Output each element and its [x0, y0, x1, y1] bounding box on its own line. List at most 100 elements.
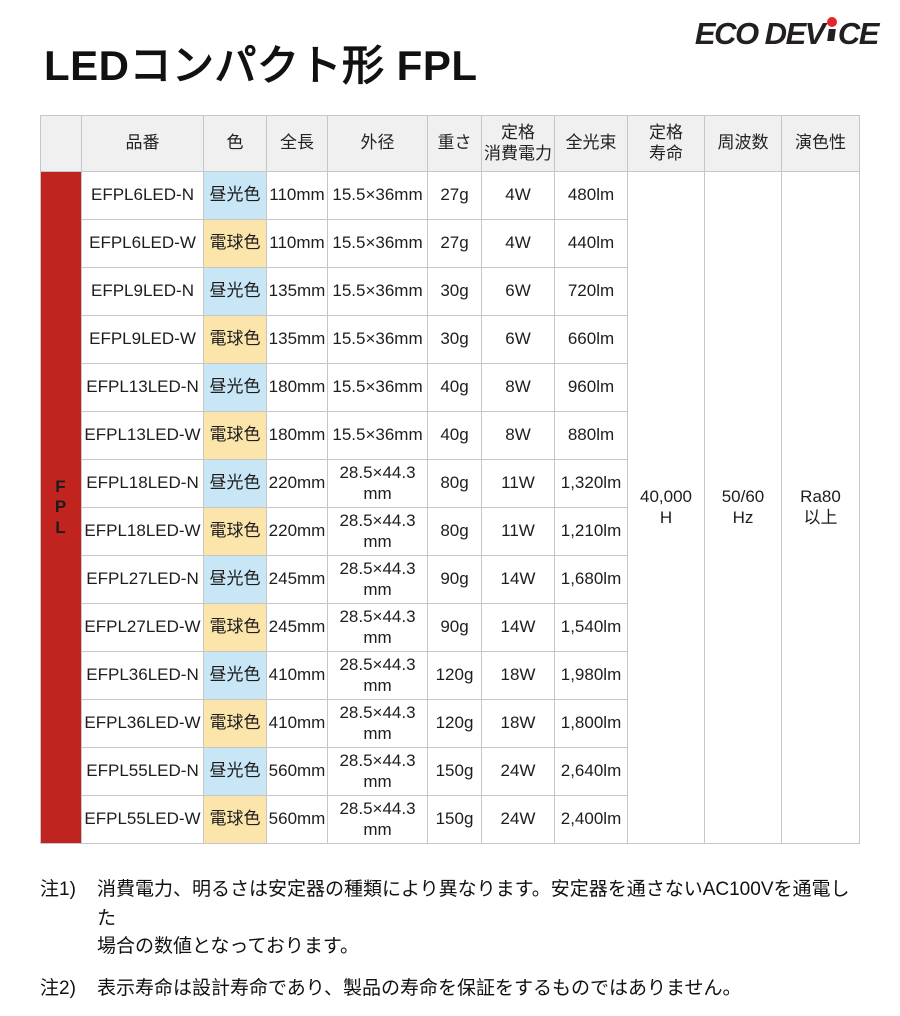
- cell-model: EFPL55LED-W: [81, 795, 204, 844]
- cell-model: EFPL13LED-N: [81, 363, 204, 412]
- cell-flux: 480lm: [554, 171, 628, 220]
- table-row: EFPL55LED-W 電球色 560mm 28.5×44.3 mm 150g 24W 2,…: [41, 795, 860, 844]
- cell-model: EFPL36LED-N: [81, 651, 204, 700]
- table-row: EFPL36LED-N 昼光色 410mm 28.5×44.3 mm 120g 18W 1,…: [41, 651, 860, 700]
- cell-power: 8W: [481, 411, 555, 460]
- cell-length: 220mm: [266, 507, 328, 556]
- cell-diameter: 15.5×36mm: [327, 411, 428, 460]
- footnote-prefix: 注2): [40, 977, 76, 999]
- cell-diameter: 28.5×44.3 mm: [327, 651, 428, 700]
- header-row: 品番 色 全長 外径 重さ 定格 消費電力 全光束 定格 寿命 周波数 演色性: [40, 115, 860, 172]
- col-header-life: 定格 寿命: [627, 115, 705, 172]
- col-header-weight: 重さ: [427, 115, 482, 172]
- cell-diameter: 15.5×36mm: [327, 219, 428, 268]
- cell-model: EFPL27LED-N: [81, 555, 204, 604]
- table-row: EFPL6LED-W 電球色 110mm 15.5×36mm 27g 4W 440lm: [41, 219, 860, 268]
- cell-model: EFPL36LED-W: [81, 699, 204, 748]
- col-header-model: 品番: [81, 115, 204, 172]
- cell-power: 14W: [481, 555, 555, 604]
- cell-weight: 30g: [427, 315, 482, 364]
- page-title: LEDコンパクト形 FPL: [44, 42, 478, 89]
- cell-flux: 1,320lm: [554, 459, 628, 508]
- cell-model: EFPL9LED-W: [81, 315, 204, 364]
- cell-weight: 40g: [427, 411, 482, 460]
- cell-model: EFPL27LED-W: [81, 603, 204, 652]
- cell-power: 4W: [481, 219, 555, 268]
- footnote-1: 注1) 消費電力、明るさは安定器の種類により異なります。安定器を通さないAC10…: [40, 876, 868, 962]
- cell-color: 電球色: [203, 507, 267, 556]
- logo-red-dot-icon: [826, 17, 837, 27]
- cell-flux: 1,800lm: [554, 699, 628, 748]
- col-header-flux: 全光束: [554, 115, 628, 172]
- cell-flux: 2,640lm: [554, 747, 628, 796]
- col-header-color: 色: [203, 115, 267, 172]
- cell-length: 220mm: [266, 459, 328, 508]
- col-header-length: 全長: [266, 115, 328, 172]
- cell-diameter: 28.5×44.3 mm: [327, 747, 428, 796]
- footnote-text: 表示寿命は設計寿命であり、製品の寿命を保証をするものではありません。: [97, 977, 742, 999]
- cell-color-rendering: Ra80 以上: [781, 171, 860, 844]
- cell-color: 電球色: [203, 411, 267, 460]
- cell-length: 110mm: [266, 219, 328, 268]
- cell-length: 180mm: [266, 363, 328, 412]
- cell-model: EFPL18LED-W: [81, 507, 204, 556]
- cell-length: 135mm: [266, 267, 328, 316]
- cell-color: 電球色: [203, 219, 267, 268]
- cell-diameter: 15.5×36mm: [327, 363, 428, 412]
- cell-diameter: 28.5×44.3 mm: [327, 699, 428, 748]
- spec-table: 品番 色 全長 外径 重さ 定格 消費電力 全光束 定格 寿命 周波数 演色性 …: [40, 115, 860, 844]
- spec-table-body: F P L EFPL6LED-N 昼光色 110mm 15.5×36mm 27g 4W 480…: [40, 171, 860, 844]
- cell-diameter: 28.5×44.3 mm: [327, 507, 428, 556]
- cell-flux: 660lm: [554, 315, 628, 364]
- cell-model: EFPL6LED-N: [81, 171, 204, 220]
- cell-model: EFPL9LED-N: [81, 267, 204, 316]
- fpl-side-label: F P L: [40, 171, 82, 844]
- cell-color: 電球色: [203, 315, 267, 364]
- cell-length: 245mm: [266, 603, 328, 652]
- cell-diameter: 28.5×44.3 mm: [327, 795, 428, 844]
- cell-diameter: 15.5×36mm: [327, 315, 428, 364]
- cell-length: 410mm: [266, 651, 328, 700]
- cell-model: EFPL18LED-N: [81, 459, 204, 508]
- cell-weight: 80g: [427, 459, 482, 508]
- col-header-frequency: 周波数: [704, 115, 782, 172]
- cell-weight: 150g: [427, 795, 482, 844]
- logo-i-glyph: [825, 16, 837, 41]
- table-row: EFPL13LED-W 電球色 180mm 15.5×36mm 40g 8W 880lm: [41, 411, 860, 460]
- cell-model: EFPL13LED-W: [81, 411, 204, 460]
- corner-cell: [40, 115, 82, 172]
- cell-model: EFPL6LED-W: [81, 219, 204, 268]
- cell-diameter: 28.5×44.3 mm: [327, 603, 428, 652]
- footnote-text: 消費電力、明るさは安定器の種類により異なります。安定器を通さないAC100Vを通…: [97, 879, 850, 957]
- cell-diameter: 15.5×36mm: [327, 267, 428, 316]
- cell-flux: 1,540lm: [554, 603, 628, 652]
- cell-flux: 880lm: [554, 411, 628, 460]
- cell-length: 410mm: [266, 699, 328, 748]
- logo-text-right: CE: [837, 16, 880, 51]
- cell-diameter: 28.5×44.3 mm: [327, 459, 428, 508]
- table-row: EFPL55LED-N 昼光色 560mm 28.5×44.3 mm 150g 24W 2,…: [41, 747, 860, 796]
- cell-color: 昼光色: [203, 747, 267, 796]
- table-row: EFPL27LED-W 電球色 245mm 28.5×44.3 mm 90g 14W 1,5…: [41, 603, 860, 652]
- cell-power: 8W: [481, 363, 555, 412]
- cell-flux: 960lm: [554, 363, 628, 412]
- col-header-diameter: 外径: [327, 115, 428, 172]
- cell-color: 昼光色: [203, 171, 267, 220]
- logo-i-stem: [827, 29, 836, 41]
- cell-flux: 720lm: [554, 267, 628, 316]
- cell-flux: 2,400lm: [554, 795, 628, 844]
- cell-weight: 40g: [427, 363, 482, 412]
- cell-weight: 90g: [427, 555, 482, 604]
- col-header-cri: 演色性: [781, 115, 860, 172]
- cell-power: 24W: [481, 747, 555, 796]
- logo-text-left: ECO DEV: [694, 16, 826, 51]
- cell-power: 11W: [481, 507, 555, 556]
- cell-color: 電球色: [203, 699, 267, 748]
- footnote-prefix: 注1): [40, 879, 76, 900]
- cell-length: 180mm: [266, 411, 328, 460]
- cell-model: EFPL55LED-N: [81, 747, 204, 796]
- cell-color: 昼光色: [203, 459, 267, 508]
- cell-color: 電球色: [203, 795, 267, 844]
- cell-color: 昼光色: [203, 363, 267, 412]
- cell-color: 電球色: [203, 603, 267, 652]
